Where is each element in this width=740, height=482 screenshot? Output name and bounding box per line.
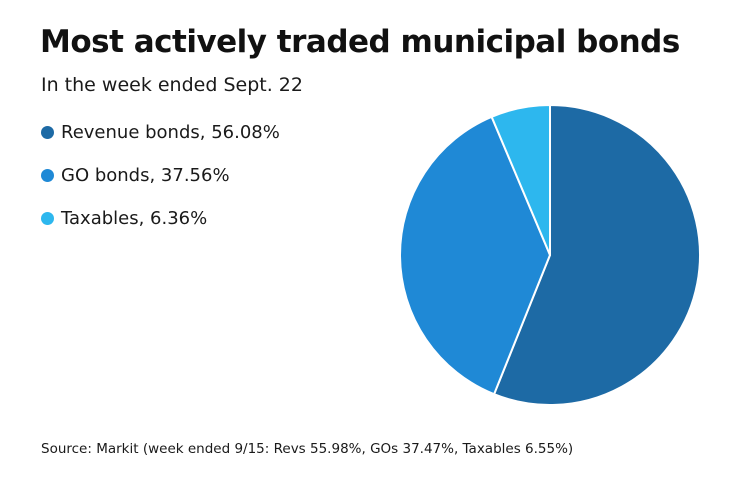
chart-title: Most actively traded municipal bonds	[40, 24, 680, 60]
legend: Revenue bonds, 56.08% GO bonds, 37.56% T…	[41, 121, 280, 250]
pie-slice-go-bonds	[399, 115, 551, 396]
chart-subtitle: In the week ended Sept. 22	[41, 74, 303, 96]
legend-swatch-go-bonds	[41, 168, 54, 182]
legend-item-go-bonds: GO bonds, 37.56%	[41, 164, 280, 186]
legend-swatch-taxables	[41, 211, 54, 225]
legend-label-taxables: Taxables, 6.36%	[61, 207, 208, 229]
legend-swatch-revenue-bonds	[41, 125, 54, 139]
legend-item-revenue-bonds: Revenue bonds, 56.08%	[41, 121, 280, 143]
pie-chart	[399, 104, 701, 406]
pie-slice-revenue-bonds	[493, 104, 701, 406]
legend-item-taxables: Taxables, 6.36%	[41, 207, 280, 229]
pie-slice-taxables	[490, 104, 551, 256]
source-note: Source: Markit (week ended 9/15: Revs 55…	[41, 441, 574, 457]
legend-label-go-bonds: GO bonds, 37.56%	[61, 164, 230, 186]
legend-label-revenue-bonds: Revenue bonds, 56.08%	[61, 121, 280, 143]
